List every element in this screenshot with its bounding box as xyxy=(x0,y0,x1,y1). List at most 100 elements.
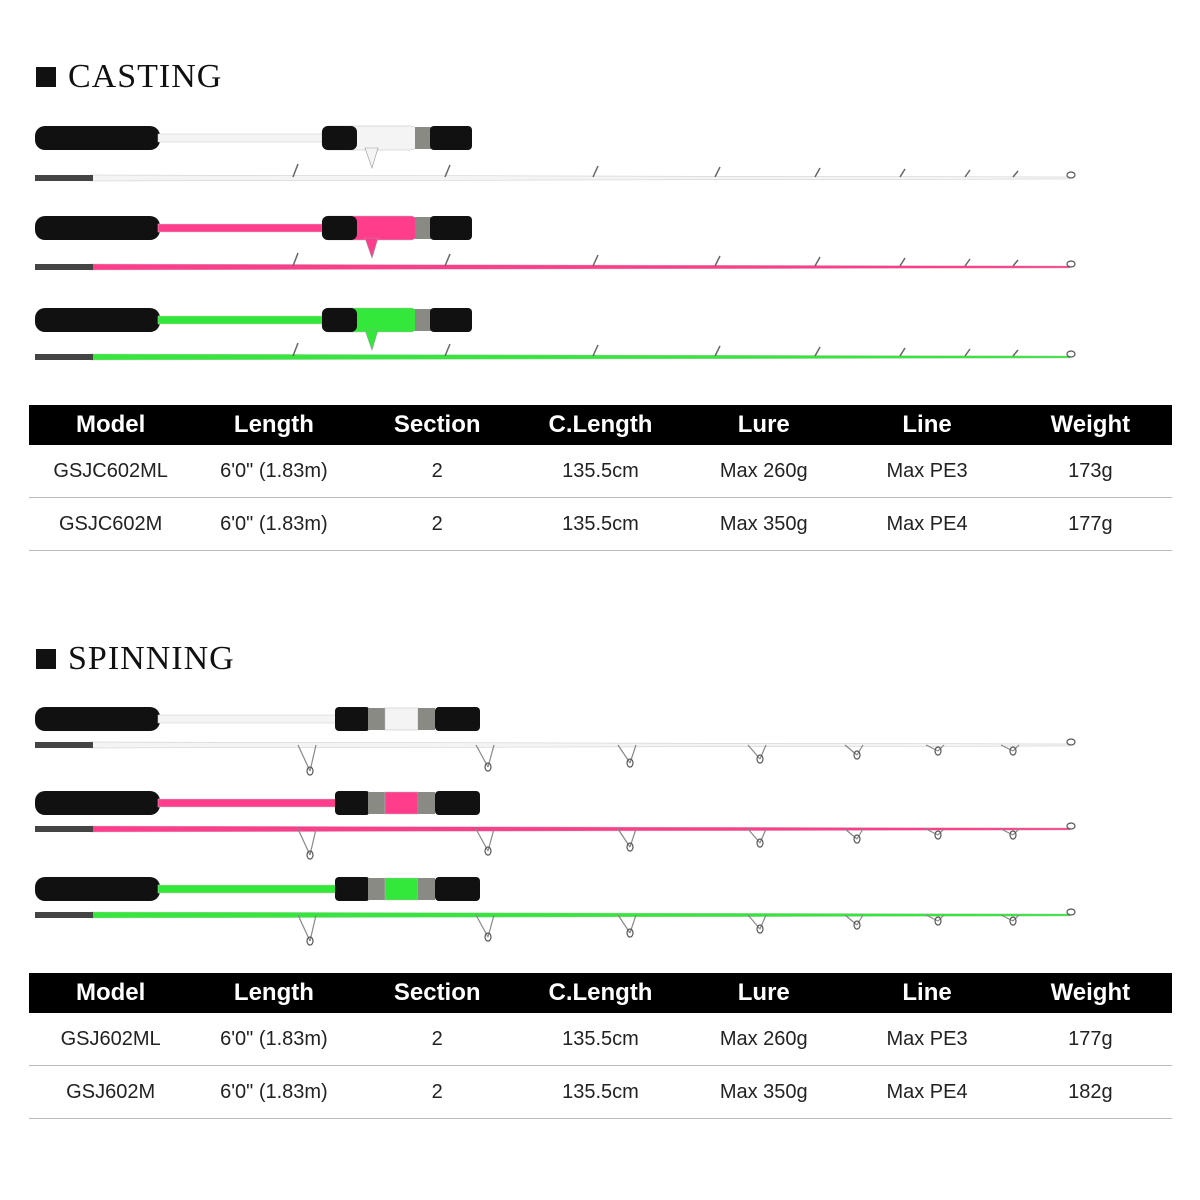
table-cell: 173g xyxy=(1008,445,1172,498)
reel-seat xyxy=(384,877,419,901)
trigger xyxy=(364,147,379,169)
guide-ring xyxy=(756,838,764,848)
guide xyxy=(297,828,317,856)
guide-ring xyxy=(484,846,492,856)
guide xyxy=(814,167,821,178)
butt xyxy=(35,354,93,360)
grip xyxy=(35,308,160,332)
reel-grip xyxy=(335,877,370,901)
table-cell: Max PE4 xyxy=(845,1065,1009,1119)
blank xyxy=(89,911,1071,919)
guide xyxy=(592,165,599,178)
table-cell: 135.5cm xyxy=(518,1065,683,1119)
section-title-text: SPINNING xyxy=(68,640,235,677)
guide xyxy=(444,164,451,178)
table-row: GSJC602ML 6'0" (1.83m) 2 135.5cm Max 260g Max… xyxy=(29,445,1172,498)
table-cell: GSJ602ML xyxy=(29,1013,193,1066)
butt xyxy=(35,826,93,832)
shaft xyxy=(157,798,339,808)
butt xyxy=(35,742,93,748)
tip-guide xyxy=(1066,908,1076,916)
header-cell: Lure xyxy=(682,405,846,445)
guide xyxy=(844,744,864,756)
fore-grip xyxy=(430,308,472,332)
header-cell: Model xyxy=(29,973,193,1013)
header-cell: Section xyxy=(355,405,519,445)
table-cell: 135.5cm xyxy=(518,1013,683,1066)
guide xyxy=(899,168,906,178)
tip-guide xyxy=(1066,738,1076,746)
guide-ring xyxy=(756,754,764,764)
trigger xyxy=(364,237,379,259)
fore-grip xyxy=(430,126,472,150)
table-cell: Max PE3 xyxy=(845,1013,1009,1066)
guide-ring xyxy=(626,758,634,768)
guide-ring xyxy=(853,920,861,930)
reel-grip xyxy=(335,707,370,731)
spec-table: Model Length Section C.Length Lure Line Weight… xyxy=(29,973,1172,1119)
table-cell: 2 xyxy=(355,1013,519,1066)
table-cell: 2 xyxy=(355,497,519,551)
guide xyxy=(925,828,945,836)
table-cell: Max 350g xyxy=(682,497,846,551)
section-title: CASTING xyxy=(36,58,222,96)
blank xyxy=(89,825,1071,833)
guide-ring xyxy=(853,834,861,844)
grip xyxy=(35,877,160,901)
table-row: GSJC602M 6'0" (1.83m) 2 135.5cm Max 350g Max … xyxy=(29,497,1172,551)
guide xyxy=(292,342,299,357)
guide xyxy=(964,169,971,178)
guide xyxy=(899,347,906,357)
guide-ring xyxy=(934,746,942,756)
guide xyxy=(814,256,821,267)
table-row: GSJ602ML 6'0" (1.83m) 2 135.5cm Max 260g Max … xyxy=(29,1013,1172,1066)
guide xyxy=(964,348,971,357)
table-cell: 135.5cm xyxy=(518,497,683,551)
guide xyxy=(925,744,945,752)
guide xyxy=(1012,259,1019,267)
table-cell: 6'0" (1.83m) xyxy=(192,1065,356,1119)
table-cell: 2 xyxy=(355,1065,519,1119)
shaft xyxy=(157,133,339,143)
tip-guide xyxy=(1066,171,1076,179)
butt xyxy=(35,912,93,918)
guide-ring xyxy=(756,924,764,934)
guide xyxy=(925,914,945,922)
guide xyxy=(444,253,451,267)
butt xyxy=(35,175,93,181)
guide-ring xyxy=(484,762,492,772)
guide-ring xyxy=(934,830,942,840)
section-title: SPINNING xyxy=(36,640,235,678)
guide xyxy=(714,255,721,267)
guide-ring xyxy=(484,932,492,942)
guide xyxy=(292,163,299,178)
blank xyxy=(89,263,1071,271)
guide-ring xyxy=(626,928,634,938)
table-cell: GSJC602ML xyxy=(29,445,193,498)
blank xyxy=(89,353,1071,361)
hood xyxy=(368,708,385,730)
table-cell: Max 260g xyxy=(682,445,846,498)
guide xyxy=(844,828,864,840)
reel-seat xyxy=(384,791,419,815)
guide-ring xyxy=(1009,830,1017,840)
header-cell: Line xyxy=(845,973,1009,1013)
header-cell: C.Length xyxy=(518,973,683,1013)
hood xyxy=(415,127,431,149)
table-cell: Max 350g xyxy=(682,1065,846,1119)
guide xyxy=(297,744,317,772)
guide xyxy=(714,345,721,357)
header-cell: Model xyxy=(29,405,193,445)
table-cell: GSJ602M xyxy=(29,1065,193,1119)
tip-guide xyxy=(1066,260,1076,268)
guide xyxy=(899,257,906,267)
blank xyxy=(89,741,1071,749)
reel-grip xyxy=(335,791,370,815)
hood xyxy=(415,217,431,239)
table-cell: 6'0" (1.83m) xyxy=(192,1013,356,1066)
guide-ring xyxy=(853,750,861,760)
guide xyxy=(1012,349,1019,357)
guide-ring xyxy=(306,850,314,860)
table-cell: Max PE4 xyxy=(845,497,1009,551)
